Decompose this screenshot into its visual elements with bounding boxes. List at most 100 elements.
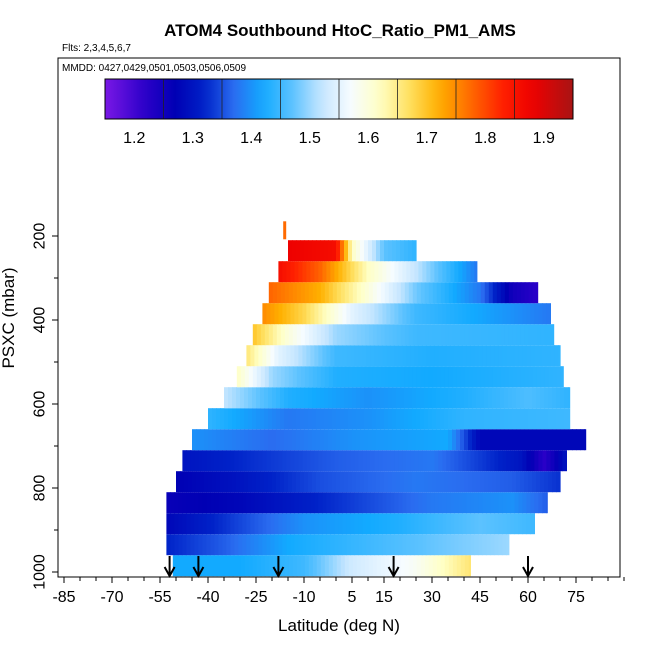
heatmap-cell xyxy=(416,366,422,388)
heatmap-cell xyxy=(442,492,447,514)
heatmap-cell xyxy=(486,513,491,535)
heatmap-cell xyxy=(342,513,347,535)
heatmap-cell xyxy=(388,282,394,304)
heatmap-cell xyxy=(402,534,407,556)
heatmap-cell xyxy=(520,282,526,304)
heatmap-cell xyxy=(312,366,318,388)
heatmap-cell xyxy=(350,450,355,472)
heatmap-cell xyxy=(502,303,507,325)
heatmap-cell xyxy=(274,492,279,514)
colorbar-tick-labels: 1.2 1.3 1.4 1.5 1.6 1.7 1.8 1.9 xyxy=(123,130,555,147)
heatmap-cell xyxy=(462,261,467,283)
heatmap-cell xyxy=(450,303,455,325)
heatmap-cell xyxy=(364,366,370,388)
heatmap-cell xyxy=(442,534,447,556)
heatmap-cell xyxy=(542,303,547,325)
heatmap-cell xyxy=(404,555,410,577)
heatmap-cell xyxy=(454,303,459,325)
heatmap-cell xyxy=(498,513,503,535)
heatmap-cell xyxy=(292,366,298,388)
heatmap-cell xyxy=(300,324,306,346)
heatmap-cell xyxy=(438,513,443,535)
heatmap-cell xyxy=(368,240,373,262)
heatmap-cell xyxy=(462,513,467,535)
heatmap-cell xyxy=(304,387,309,409)
heatmap-cell xyxy=(428,429,433,451)
heatmap-cell xyxy=(568,408,571,430)
heatmap-cell xyxy=(528,429,533,451)
heatmap-cell xyxy=(396,555,402,577)
heatmap-cell xyxy=(372,429,377,451)
heatmap-cell xyxy=(376,471,381,493)
heatmap-cell xyxy=(272,324,278,346)
heatmap-cell xyxy=(324,240,329,262)
heatmap-cell xyxy=(362,303,367,325)
heatmap-cell xyxy=(248,471,253,493)
heatmap-cell xyxy=(308,471,313,493)
heatmap-cell xyxy=(290,261,295,283)
heatmap-cell xyxy=(484,324,490,346)
heatmap-cell xyxy=(498,534,503,556)
heatmap-cell xyxy=(304,366,310,388)
heatmap-cell xyxy=(468,429,473,451)
heatmap-cell xyxy=(310,345,315,367)
heatmap-cell xyxy=(298,345,303,367)
heatmap-cell xyxy=(312,471,317,493)
heatmap-cell xyxy=(452,366,458,388)
heatmap-cell xyxy=(392,429,397,451)
heatmap-cell xyxy=(328,366,334,388)
heatmap-cell xyxy=(338,450,343,472)
heatmap-cell xyxy=(316,366,322,388)
heatmap-cell xyxy=(446,303,451,325)
heatmap-cell xyxy=(354,534,359,556)
heatmap-cell xyxy=(478,345,483,367)
heatmap-cell xyxy=(464,366,470,388)
heatmap-cell xyxy=(232,471,237,493)
heatmap-cell xyxy=(468,324,474,346)
heatmap-cell xyxy=(414,261,419,283)
heatmap-cell xyxy=(564,429,569,451)
heatmap-cell xyxy=(430,513,435,535)
heatmap-cell xyxy=(358,450,363,472)
dates-label: MMDD: 0427,0429,0501,0503,0506,0509 xyxy=(62,63,246,74)
heatmap-cell xyxy=(410,534,415,556)
heatmap-cell xyxy=(354,513,359,535)
heatmap-cell xyxy=(394,261,399,283)
heatmap-cell xyxy=(306,261,311,283)
heatmap-cell xyxy=(280,282,286,304)
heatmap-cell xyxy=(442,261,447,283)
heatmap-cell xyxy=(360,366,366,388)
heatmap-cell xyxy=(232,387,237,409)
heatmap-cell xyxy=(432,324,438,346)
heatmap-cell xyxy=(250,450,255,472)
heatmap-cell xyxy=(362,261,367,283)
heatmap-cell xyxy=(364,471,369,493)
heatmap-cell xyxy=(454,450,459,472)
heatmap-cell xyxy=(494,450,499,472)
heatmap-cell xyxy=(386,450,391,472)
heatmap-cell xyxy=(564,408,569,430)
heatmap-cell xyxy=(500,429,505,451)
heatmap-cell xyxy=(448,429,453,451)
heatmap-cell xyxy=(530,450,535,472)
heatmap-cell xyxy=(322,303,327,325)
colorbar-tick-label: 1.5 xyxy=(299,130,321,147)
chart-title: ATOM4 Southbound HtoC_Ratio_PM1_AMS xyxy=(164,21,516,40)
heatmap-cell xyxy=(400,282,406,304)
heatmap-cell xyxy=(350,261,355,283)
heatmap-cell xyxy=(514,450,519,472)
heatmap-cell xyxy=(240,366,246,388)
heatmap-cell xyxy=(496,366,502,388)
heatmap-cell xyxy=(436,387,441,409)
heatmap-cell xyxy=(494,513,499,535)
heatmap-cell xyxy=(390,513,395,535)
heatmap-cell xyxy=(490,345,495,367)
heatmap-cell xyxy=(292,471,297,493)
heatmap-cell xyxy=(438,303,443,325)
heatmap-cell xyxy=(252,555,258,577)
heatmap-cell xyxy=(302,303,307,325)
heatmap-cell xyxy=(288,240,293,262)
heatmap-cell xyxy=(224,408,229,430)
colorbar: 1.2 1.3 1.4 1.5 1.6 1.7 1.8 1.9 xyxy=(104,78,574,147)
colorbar-tick-label: 1.2 xyxy=(123,130,145,147)
